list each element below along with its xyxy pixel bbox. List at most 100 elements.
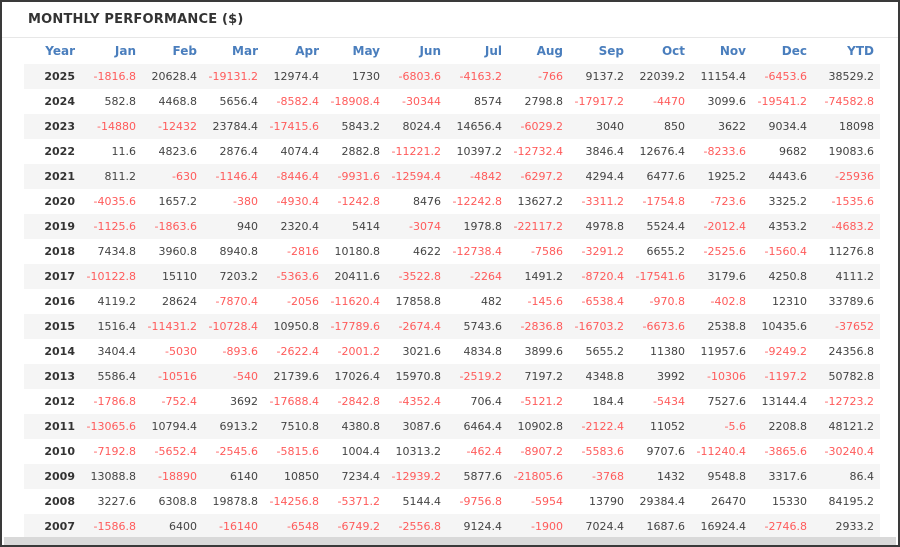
cell-apr: 10950.8 bbox=[264, 314, 325, 339]
cell-sep: -17917.2 bbox=[574, 95, 624, 108]
cell-aug: 13627.2 bbox=[517, 195, 564, 208]
cell-sep: 3846.4 bbox=[585, 145, 625, 158]
cell-apr: -5815.6 bbox=[276, 445, 319, 458]
cell-jan: -10122.8 bbox=[81, 264, 142, 289]
column-header-may: May bbox=[352, 44, 381, 58]
table-row: 2024 582.8 4468.8 5656.4 -8582.4 -18908.4 -303… bbox=[24, 89, 880, 114]
cell-jan: 811.2 bbox=[81, 164, 142, 189]
cell-oct: -17541.6 bbox=[630, 264, 691, 289]
cell-may: 1004.4 bbox=[341, 445, 381, 458]
cell-aug: -8907.2 bbox=[520, 445, 563, 458]
cell-ytd: 19083.6 bbox=[828, 145, 875, 158]
table-row: 2009 13088.8 -18890 6140 10850 7234.4 -12939.2… bbox=[24, 464, 880, 489]
cell-mar: -10728.4 bbox=[203, 314, 264, 339]
cell-jul: 14656.4 bbox=[447, 114, 508, 139]
table-row: 2008 3227.6 6308.8 19878.8 -14256.8 -5371.2 51… bbox=[24, 489, 880, 514]
year-cell: 2015 bbox=[24, 314, 81, 339]
cell-dec: 4353.2 bbox=[752, 214, 813, 239]
cell-mar: 6140 bbox=[203, 464, 264, 489]
cell-mar: 7203.2 bbox=[203, 264, 264, 289]
cell-apr: -4930.4 bbox=[276, 195, 319, 208]
cell-jun: 8476 bbox=[413, 195, 441, 208]
cell-sep: 4978.8 bbox=[569, 214, 630, 239]
cell-jun: -11221.2 bbox=[391, 145, 441, 158]
cell-feb: 20628.4 bbox=[142, 64, 203, 89]
column-header-feb: Feb bbox=[172, 44, 197, 58]
cell-aug: -6297.2 bbox=[508, 164, 569, 189]
table-row: 2023 -14880 -12432 23784.4 -17415.6 5843.2 802… bbox=[24, 114, 880, 139]
cell-mar: 940 bbox=[203, 214, 264, 239]
cell-feb: -18890 bbox=[142, 464, 203, 489]
cell-oct: 9707.6 bbox=[646, 445, 686, 458]
cell-dec: -19541.2 bbox=[757, 95, 807, 108]
cell-aug: -1900 bbox=[508, 514, 569, 539]
year-cell: 2020 bbox=[44, 195, 75, 208]
cell-may: 4380.8 bbox=[325, 414, 386, 439]
cell-mar: 23784.4 bbox=[203, 114, 264, 139]
cell-sep: 4294.4 bbox=[569, 164, 630, 189]
cell-may: -9931.6 bbox=[325, 164, 386, 189]
cell-mar: 5656.4 bbox=[219, 95, 259, 108]
cell-ytd: 2933.2 bbox=[813, 514, 880, 539]
table-row: 2015 1516.4 -11431.2 -10728.4 10950.8 -17789.… bbox=[24, 314, 880, 339]
cell-mar: 2876.4 bbox=[219, 145, 259, 158]
cell-sep: 3040 bbox=[569, 114, 630, 139]
cell-sep: 13790 bbox=[589, 495, 624, 508]
cell-jun: 5144.4 bbox=[402, 495, 442, 508]
cell-oct: 1432 bbox=[630, 464, 691, 489]
cell-apr: 21739.6 bbox=[264, 364, 325, 389]
cell-aug: -766 bbox=[508, 64, 569, 89]
cell-may: -11620.4 bbox=[330, 295, 380, 308]
table-row: 2022 11.6 4823.6 2876.4 4074.4 2882.8 -11221.2… bbox=[24, 139, 880, 164]
page-title: MONTHLY PERFORMANCE ($) bbox=[2, 2, 898, 38]
cell-feb: 15110 bbox=[142, 264, 203, 289]
column-header-apr: Apr bbox=[295, 44, 319, 58]
cell-dec: 15330 bbox=[772, 495, 807, 508]
cell-dec: 12310 bbox=[772, 295, 807, 308]
cell-jan: 11.6 bbox=[111, 145, 137, 158]
cell-mar: -2545.6 bbox=[215, 445, 258, 458]
cell-jan: 3404.4 bbox=[97, 345, 137, 358]
cell-sep: -3768 bbox=[569, 464, 630, 489]
cell-jun: -12939.2 bbox=[386, 464, 447, 489]
cell-jan: -14880 bbox=[81, 114, 142, 139]
cell-jun: -6803.6 bbox=[386, 64, 447, 89]
cell-jun: 10313.2 bbox=[395, 445, 442, 458]
cell-jan: -13065.6 bbox=[81, 414, 142, 439]
cell-aug: -6029.2 bbox=[508, 114, 569, 139]
cell-mar: 3692 bbox=[230, 395, 258, 408]
cell-sep: -5583.6 bbox=[581, 445, 624, 458]
table-row: 2019 -1125.6 -1863.6 940 2320.4 5414 -3074 1978… bbox=[24, 214, 880, 239]
cell-ytd: 84195.2 bbox=[828, 495, 875, 508]
cell-ytd: 33789.6 bbox=[828, 295, 875, 308]
year-cell: 2013 bbox=[24, 364, 81, 389]
cell-jul: 4834.8 bbox=[463, 345, 503, 358]
cell-jul: -462.4 bbox=[466, 445, 502, 458]
cell-jan: 4119.2 bbox=[97, 295, 137, 308]
cell-mar: -1146.4 bbox=[203, 164, 264, 189]
cell-feb: -12432 bbox=[142, 114, 203, 139]
cell-oct: 29384.4 bbox=[639, 495, 686, 508]
cell-jan: 1516.4 bbox=[81, 314, 142, 339]
cell-jan: -7192.8 bbox=[93, 445, 136, 458]
table-row: 2021 811.2 -630 -1146.4 -8446.4 -9931.6 -12594… bbox=[24, 164, 880, 189]
cell-feb: 4823.6 bbox=[158, 145, 198, 158]
cell-mar: 8940.8 bbox=[219, 245, 259, 258]
cell-jul: 8574 bbox=[474, 95, 502, 108]
table-row: 2011 -13065.6 10794.4 6913.2 7510.8 4380.8 308… bbox=[24, 414, 880, 439]
cell-nov: 7527.6 bbox=[707, 395, 747, 408]
year-cell: 2014 bbox=[44, 345, 75, 358]
table-row: 2025 -1816.8 20628.4 -19131.2 12974.4 1730 -68… bbox=[24, 64, 880, 89]
cell-ytd: -25936 bbox=[813, 164, 880, 189]
cell-dec: 9034.4 bbox=[752, 114, 813, 139]
cell-dec: -9249.2 bbox=[764, 345, 807, 358]
cell-nov: -2012.4 bbox=[691, 214, 752, 239]
cell-aug: -12732.4 bbox=[513, 145, 563, 158]
cell-may: 7234.4 bbox=[325, 464, 386, 489]
cell-jun: -12594.4 bbox=[386, 164, 447, 189]
monthly-performance-table: Year Jan Feb Mar Apr May Jun Jul Aug Sep Oct Nov Dec… bbox=[24, 38, 880, 539]
cell-ytd: 18098 bbox=[813, 114, 880, 139]
cell-sep: 5655.2 bbox=[585, 345, 625, 358]
year-cell: 2007 bbox=[24, 514, 81, 539]
cell-feb: -11431.2 bbox=[142, 314, 203, 339]
